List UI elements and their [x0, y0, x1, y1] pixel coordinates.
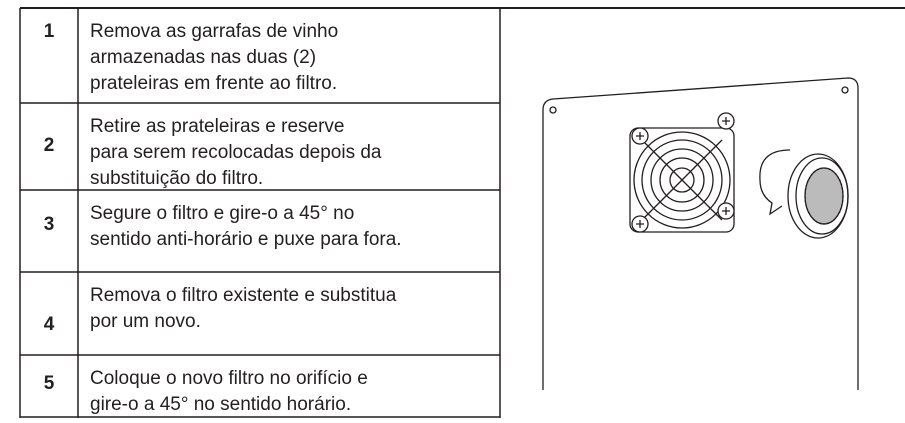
step-text: sentido anti-horário e puxe para fora. [90, 229, 402, 250]
table-rows: 1 Remova as garrafas de vinho armazenadas … [20, 21, 500, 418]
step-text: armazenadas nas duas (2) [90, 47, 316, 68]
step-text: Remova as garrafas de vinho [90, 21, 338, 42]
step-number: 5 [44, 373, 55, 394]
step-text: Segure o filtro e gire-o a 45° no [90, 203, 354, 224]
step-number: 3 [44, 214, 55, 235]
step-text: Remova o filtro existente e substitua [90, 285, 397, 306]
step-number: 2 [44, 135, 55, 156]
step-number: 1 [44, 21, 55, 42]
step-text: prateleiras em frente ao filtro. [90, 73, 337, 94]
step-number: 4 [44, 314, 55, 335]
step-text: para serem recolocadas depois da [90, 142, 382, 163]
step-text: Coloque o novo filtro no orifício e [90, 368, 368, 389]
illustration [542, 77, 859, 390]
step-text: Retire as prateleiras e reserve [90, 116, 345, 137]
step-text: substituição do filtro. [90, 168, 263, 189]
step-text: por um novo. [90, 311, 201, 332]
step-text: gire-o a 45° no sentido horário. [90, 394, 351, 415]
